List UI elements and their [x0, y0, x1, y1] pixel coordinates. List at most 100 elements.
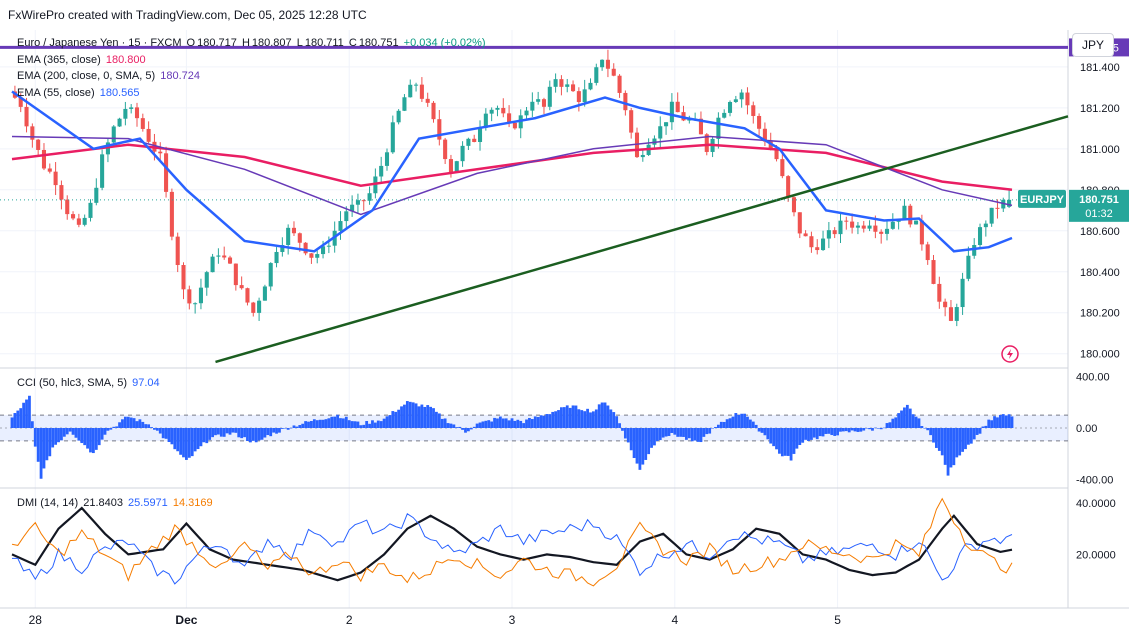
- cci-bar: [969, 428, 973, 444]
- candle-body: [355, 200, 360, 205]
- cci-bar: [234, 428, 238, 433]
- cci-bar: [891, 418, 895, 428]
- cci-bar: [147, 424, 151, 428]
- cci-bar: [653, 428, 656, 446]
- candle-body: [321, 246, 326, 255]
- symbol-title[interactable]: Euro / Japanese Yen · 15 · FXCM: [17, 37, 182, 49]
- cci-bar: [179, 428, 183, 455]
- cci-bar: [243, 428, 246, 438]
- cci-bar: [129, 417, 133, 428]
- cci-bar: [557, 410, 560, 428]
- candle-body: [553, 79, 558, 87]
- cci-bar: [641, 428, 645, 465]
- cci-bar: [94, 428, 98, 450]
- cci-bar: [763, 428, 767, 436]
- candle-body: [396, 110, 401, 123]
- dmi-legend[interactable]: DMI (14, 14) 21.8403 25.5971 14.3169: [17, 497, 215, 509]
- cci-bar: [449, 423, 453, 428]
- candle-body: [745, 92, 750, 106]
- lightning-icon[interactable]: [1001, 345, 1019, 363]
- cci-bar: [914, 416, 918, 428]
- candle-body: [884, 228, 890, 234]
- cci-bar: [917, 418, 921, 428]
- cci-bar: [530, 419, 534, 428]
- cci-bar: [597, 404, 601, 428]
- candle-body: [158, 151, 163, 154]
- cci-bar: [461, 428, 464, 430]
- cci-bar: [487, 420, 491, 428]
- cci-bar: [263, 428, 267, 438]
- cci-bar: [748, 419, 752, 428]
- cci-bar: [353, 421, 357, 428]
- countdown-text: 01:32: [1085, 208, 1113, 220]
- candle-body: [664, 122, 669, 127]
- candle-body: [65, 199, 70, 215]
- cci-bar: [545, 414, 549, 428]
- cci-bar: [769, 428, 773, 444]
- cci-bar: [789, 428, 793, 461]
- candle-body: [850, 221, 855, 228]
- cci-bar: [795, 428, 799, 449]
- legend-low-label: L: [296, 37, 303, 49]
- cci-bar: [528, 417, 531, 428]
- price-tick-label: 180.200: [1080, 308, 1120, 320]
- cci-bar: [850, 428, 854, 431]
- cci-bar: [112, 426, 116, 428]
- candle-body: [512, 122, 517, 129]
- currency-button[interactable]: JPY: [1072, 33, 1114, 57]
- cci-bar: [65, 428, 69, 435]
- cci-bar: [275, 428, 278, 434]
- cci-bar: [987, 419, 991, 428]
- cci-bar: [109, 428, 113, 430]
- cci-bar: [815, 428, 819, 440]
- cci-bar: [760, 428, 764, 433]
- cci-bar: [426, 405, 430, 428]
- price-tick-label: 181.000: [1080, 144, 1120, 156]
- cci-bar: [394, 411, 398, 428]
- ema365-legend[interactable]: EMA (365, close) 180.800: [17, 54, 148, 66]
- cci-bar: [780, 428, 784, 457]
- cci-bar: [612, 412, 616, 428]
- cci-bar: [257, 428, 261, 441]
- cci-bar: [658, 428, 662, 441]
- cci-legend[interactable]: CCI (50, hlc3, SMA, 5) 97.04: [17, 377, 162, 389]
- candle-body: [419, 84, 424, 99]
- symbol-tag: [1018, 189, 1066, 208]
- candle-body: [309, 253, 314, 258]
- candle-body: [262, 286, 267, 301]
- cci-bar: [126, 416, 130, 428]
- ema200-legend[interactable]: EMA (200, close, 0, SMA, 5) 180.724: [17, 70, 202, 82]
- cci-bar: [798, 428, 802, 446]
- candle-body: [222, 255, 227, 258]
- cci-bar: [498, 416, 502, 428]
- cci-bar: [472, 426, 476, 428]
- cci-bar: [676, 428, 680, 437]
- candle-body: [919, 220, 924, 245]
- candle-body: [541, 99, 547, 107]
- candle-body: [768, 141, 773, 150]
- candle-body: [983, 223, 988, 228]
- cci-bar: [278, 428, 281, 433]
- cci-bar: [469, 428, 473, 430]
- cci-bar: [807, 428, 810, 442]
- candle-body: [588, 82, 593, 90]
- cci-bar: [135, 421, 139, 428]
- cci-bar: [908, 408, 912, 428]
- cci-bar: [920, 426, 924, 428]
- cci-bar: [298, 425, 302, 428]
- cci-bar: [626, 428, 630, 443]
- cci-bar: [376, 420, 380, 428]
- legend-close-label: C: [348, 37, 357, 49]
- ema55-legend[interactable]: EMA (55, close) 180.565: [17, 87, 141, 99]
- cci-bar: [344, 416, 348, 428]
- candle-body: [902, 205, 907, 220]
- cci-bar: [373, 422, 377, 428]
- cci-bar: [594, 409, 598, 428]
- cci-bar: [725, 419, 729, 428]
- candle-body: [18, 97, 23, 107]
- cci-bar: [519, 420, 523, 428]
- cci-bar: [810, 428, 813, 440]
- cci-bar: [286, 428, 290, 430]
- cci-bar: [647, 428, 651, 455]
- candle-body: [507, 113, 512, 123]
